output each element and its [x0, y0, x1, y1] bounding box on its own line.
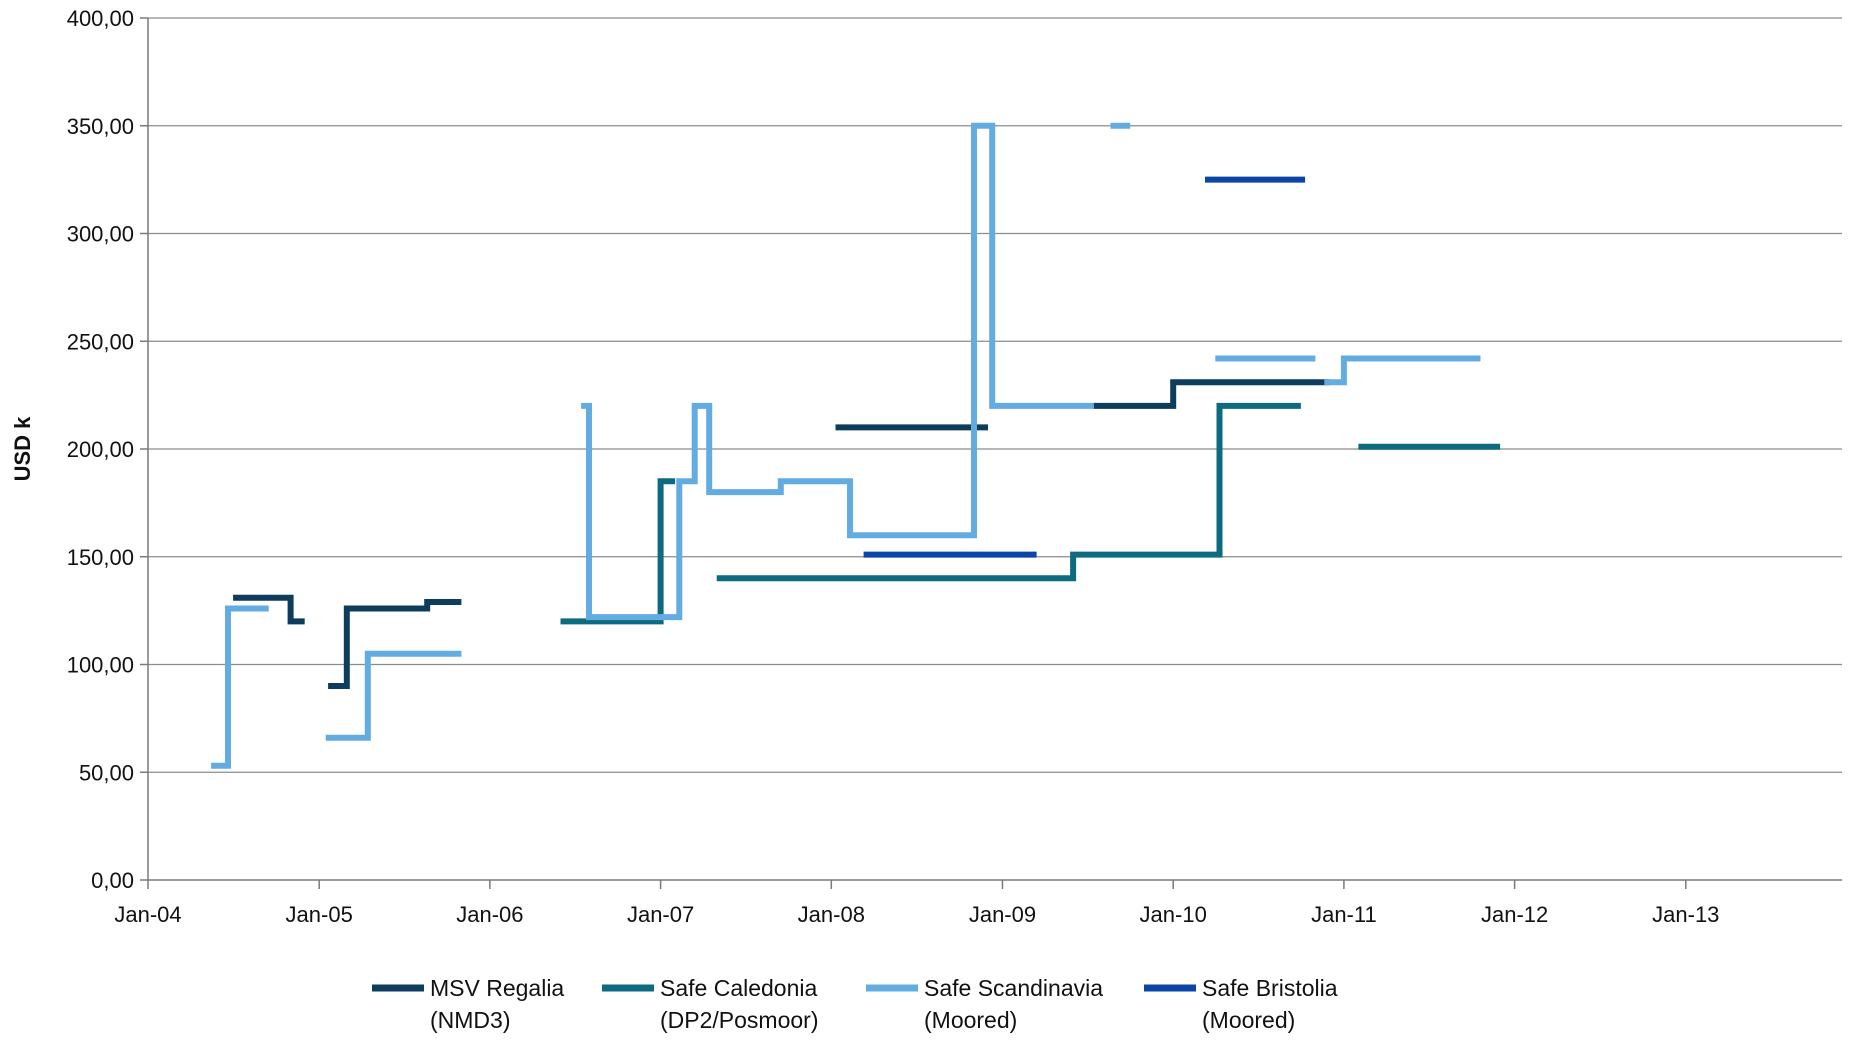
- x-tick-label: Jan-08: [798, 902, 865, 927]
- legend: MSV Regalia (NMD3) Safe Caledonia (DP2/Posm…: [372, 975, 1338, 1033]
- legend-label: (Moored): [1202, 1007, 1295, 1033]
- y-tick-label: 50,00: [79, 760, 134, 785]
- x-tick-label: Jan-06: [456, 902, 523, 927]
- series-1: [233, 379, 1330, 689]
- y-tick-label: 350,00: [67, 114, 134, 139]
- legend-label: (DP2/Posmoor): [660, 1007, 818, 1033]
- legend-label: Safe Bristolia: [1202, 975, 1338, 1001]
- x-tick-label: Jan-09: [969, 902, 1036, 927]
- x-tick-label: Jan-10: [1140, 902, 1207, 927]
- series-line: [233, 594, 305, 625]
- series-line: [328, 599, 462, 689]
- y-tick-label: 0,00: [91, 868, 134, 893]
- legend-item: MSV Regalia (NMD3): [372, 975, 564, 1033]
- series-line: [716, 402, 1301, 582]
- x-tick-label: Jan-07: [627, 902, 694, 927]
- y-tick-label: 400,00: [67, 6, 134, 31]
- legend-label: Safe Scandinavia: [924, 975, 1103, 1001]
- legend-label: MSV Regalia: [430, 975, 564, 1001]
- y-tick-label: 300,00: [67, 222, 134, 247]
- legend-label: (NMD3): [430, 1007, 511, 1033]
- x-tick-label: Jan-12: [1481, 902, 1548, 927]
- legend-label: Safe Caledonia: [660, 975, 817, 1001]
- legend-label: (Moored): [924, 1007, 1017, 1033]
- series-line: [560, 478, 676, 625]
- tick-labels: 0,00 50,00 100,00 150,00 200,00 250,00 300,00 3…: [67, 6, 1720, 927]
- y-tick-label: 150,00: [67, 545, 134, 570]
- x-tick-label: Jan-11: [1311, 902, 1377, 927]
- series-2: [560, 402, 1501, 625]
- y-tick-label: 200,00: [67, 437, 134, 462]
- series-line: [581, 122, 1094, 621]
- x-tick-label: Jan-04: [114, 902, 181, 927]
- x-tick-label: Jan-13: [1652, 902, 1719, 927]
- y-tick-label: 100,00: [67, 653, 134, 678]
- series-3: [211, 122, 1481, 769]
- legend-item: Safe Scandinavia (Moored): [866, 975, 1103, 1033]
- series-line: [1324, 355, 1481, 386]
- legend-item: Safe Caledonia (DP2/Posmoor): [602, 975, 818, 1033]
- legend-item: Safe Bristolia (Moored): [1144, 975, 1338, 1033]
- series-4: [863, 176, 1306, 558]
- series-lines: [211, 122, 1501, 769]
- series-line: [325, 650, 462, 741]
- y-tick-label: 250,00: [67, 329, 134, 354]
- x-tick-label: Jan-05: [286, 902, 353, 927]
- series-line: [211, 605, 269, 769]
- axes: [140, 17, 1842, 889]
- series-line: [1093, 379, 1330, 409]
- y-axis-title: USD k: [10, 416, 35, 482]
